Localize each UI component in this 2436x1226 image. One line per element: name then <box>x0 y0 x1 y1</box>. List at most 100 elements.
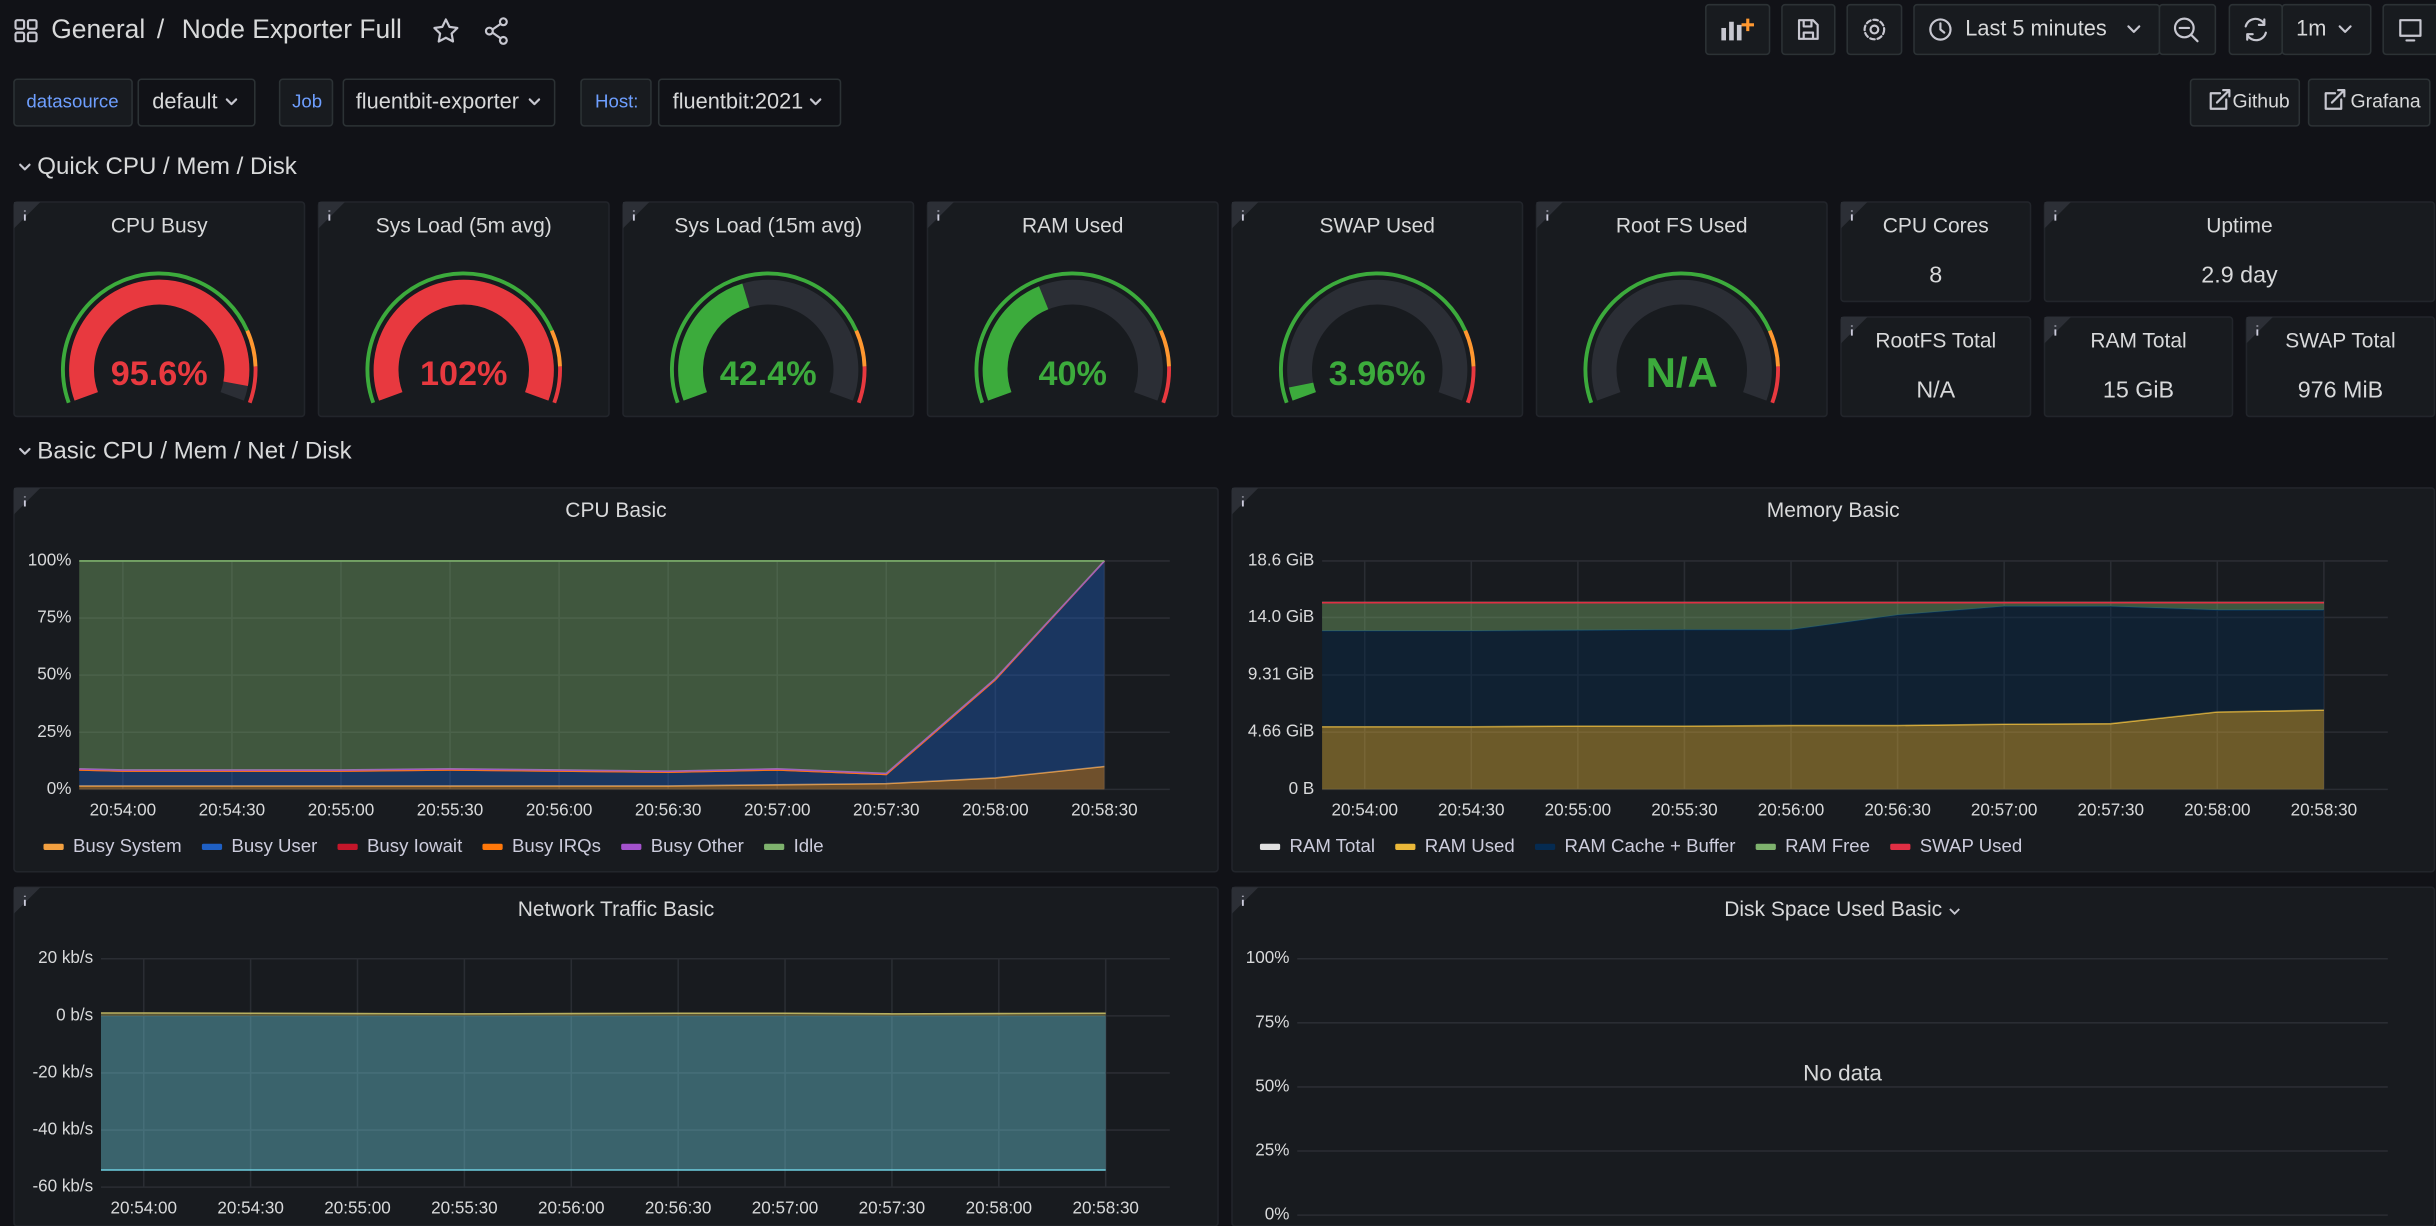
y-tick-label: 4.66 GiB <box>1248 722 1314 741</box>
x-tick-label: 20:57:30 <box>2078 801 2144 820</box>
legend-swatch <box>202 844 222 850</box>
x-tick-label: 20:57:30 <box>859 1198 925 1217</box>
panel-title: Root FS Used <box>1616 214 1748 237</box>
x-tick-label: 20:57:00 <box>752 1198 818 1217</box>
y-tick-label: 14.0 GiB <box>1248 607 1314 626</box>
gauge-value: 102% <box>420 355 507 393</box>
y-tick-label: 75% <box>1255 1012 1289 1031</box>
panel-title: RAM Used <box>1022 214 1123 237</box>
y-tick-label: -40 kb/s <box>32 1120 93 1139</box>
x-tick-label: 20:58:30 <box>2291 801 2357 820</box>
variable-value: fluentbit:2021 <box>673 88 804 113</box>
refresh-interval: 1m <box>2296 15 2326 40</box>
panel-title: Sys Load (5m avg) <box>376 214 552 237</box>
x-tick-label: 20:54:00 <box>1331 801 1397 820</box>
y-tick-label: 9.31 GiB <box>1248 665 1314 684</box>
x-tick-label: 20:54:30 <box>217 1198 283 1217</box>
legend-swatch <box>1890 844 1910 850</box>
legend-swatch <box>764 844 784 850</box>
legend-label: Busy User <box>231 835 317 856</box>
gauge-value: N/A <box>1646 349 1718 396</box>
panel-title: RAM Total <box>2090 329 2186 352</box>
variable-label: Job <box>292 90 322 111</box>
x-tick-label: 20:58:30 <box>1071 801 1137 820</box>
row-title[interactable]: Basic CPU / Mem / Net / Disk <box>37 438 352 465</box>
y-tick-label: 100% <box>1246 948 1290 967</box>
y-tick-label: 20 kb/s <box>38 948 93 967</box>
y-tick-label: 50% <box>37 665 71 684</box>
settings-button[interactable] <box>1847 5 1901 55</box>
panel-title: CPU Cores <box>1883 214 1989 237</box>
x-tick-label: 20:54:30 <box>199 801 265 820</box>
legend-swatch <box>1756 844 1776 850</box>
legend-label: RAM Total <box>1289 835 1375 856</box>
zoom-out-button[interactable] <box>2159 5 2215 55</box>
legend-label: RAM Free <box>1785 835 1870 856</box>
x-tick-label: 20:56:30 <box>1864 801 1930 820</box>
legend-swatch <box>1260 844 1280 850</box>
no-data-message: No data <box>1803 1060 1882 1085</box>
x-tick-label: 20:57:00 <box>744 801 810 820</box>
legend-label: Busy Other <box>651 835 744 856</box>
save-button[interactable] <box>1782 5 1835 55</box>
x-tick-label: 20:56:30 <box>635 801 701 820</box>
x-tick-label: 20:55:30 <box>1651 801 1717 820</box>
x-tick-label: 20:58:00 <box>2184 801 2250 820</box>
stat-value: N/A <box>1916 377 1955 403</box>
x-tick-label: 20:58:30 <box>1072 1198 1138 1217</box>
x-tick-label: 20:56:00 <box>1758 801 1824 820</box>
y-tick-label: 0 B <box>1289 779 1315 798</box>
variable-value: default <box>152 88 217 113</box>
series-line <box>101 1013 1106 1014</box>
panel-title: SWAP Used <box>1320 214 1435 237</box>
y-tick-label: -60 kb/s <box>32 1177 93 1196</box>
x-tick-label: 20:55:00 <box>324 1198 390 1217</box>
legend-swatch <box>621 844 641 850</box>
stat-value: 976 MiB <box>2298 377 2383 403</box>
legend-label: Busy System <box>73 835 182 856</box>
y-tick-label: 25% <box>37 722 71 741</box>
legend-swatch <box>338 844 358 850</box>
y-tick-label: 100% <box>28 550 72 569</box>
gauge-value: 3.96% <box>1329 355 1426 393</box>
x-tick-label: 20:57:00 <box>1971 801 2037 820</box>
x-tick-label: 20:54:00 <box>90 801 156 820</box>
series-area <box>101 1016 1106 1170</box>
y-tick-label: 75% <box>37 608 71 627</box>
x-tick-label: 20:56:00 <box>526 801 592 820</box>
panel-title: Uptime <box>2206 214 2272 237</box>
gauge-value: 40% <box>1039 355 1107 393</box>
y-tick-label: 0% <box>1265 1205 1290 1224</box>
x-tick-label: 20:56:30 <box>645 1198 711 1217</box>
legend-swatch <box>44 844 64 850</box>
breadcrumb-folder[interactable]: General <box>51 14 145 44</box>
tv-mode-button[interactable] <box>2383 5 2436 55</box>
dashboard-title[interactable]: Node Exporter Full <box>182 14 402 44</box>
x-tick-label: 20:54:30 <box>1438 801 1504 820</box>
legend-label: SWAP Used <box>1920 835 2022 856</box>
variable-label: datasource <box>26 90 118 111</box>
panel-title: Memory Basic <box>1767 499 1900 522</box>
gauge-value: 95.6% <box>111 355 208 393</box>
panel-title: Disk Space Used Basic <box>1724 898 1942 921</box>
legend-swatch <box>1535 844 1555 850</box>
stat-value: 8 <box>1929 262 1942 288</box>
x-tick-label: 20:58:00 <box>966 1198 1032 1217</box>
legend-label: Busy Iowait <box>367 835 463 856</box>
breadcrumb-separator: / <box>157 14 165 44</box>
legend-label: RAM Cache + Buffer <box>1565 835 1736 856</box>
y-tick-label: 50% <box>1255 1076 1289 1095</box>
y-tick-label: 0 b/s <box>56 1005 93 1024</box>
variable-value: fluentbit-exporter <box>356 88 519 113</box>
row-title[interactable]: Quick CPU / Mem / Disk <box>37 153 297 180</box>
stat-value: 15 GiB <box>2103 377 2174 403</box>
y-tick-label: 18.6 GiB <box>1248 550 1314 569</box>
panel-title: CPU Busy <box>111 214 208 237</box>
panel-title: SWAP Total <box>2285 329 2395 352</box>
y-tick-label: -20 kb/s <box>32 1062 93 1081</box>
panel-title: CPU Basic <box>565 499 666 522</box>
refresh-button[interactable] <box>2229 5 2282 55</box>
x-tick-label: 20:54:00 <box>110 1198 176 1217</box>
panel-title: Sys Load (15m avg) <box>674 214 862 237</box>
